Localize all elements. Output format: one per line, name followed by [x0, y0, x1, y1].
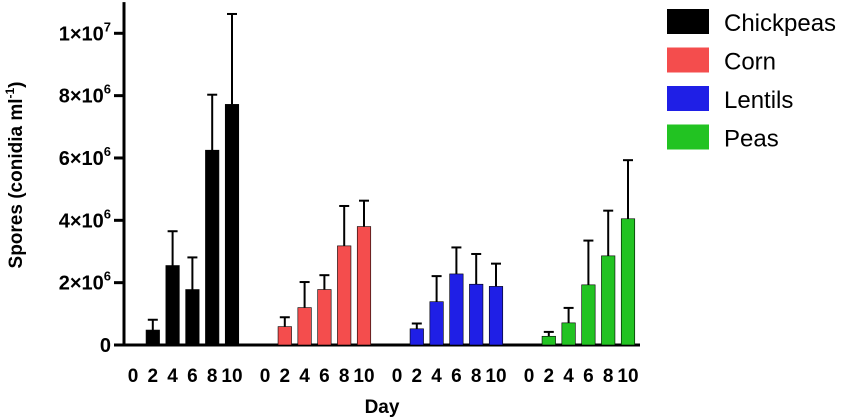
- bar: [297, 307, 312, 346]
- x-tick-label: 10: [617, 366, 638, 387]
- legend-item: Lentils: [667, 86, 793, 114]
- x-tick-label: 10: [485, 366, 506, 387]
- bar: [581, 284, 596, 346]
- legend-swatch: [667, 47, 709, 73]
- y-tick-label: 1×107: [59, 19, 111, 45]
- series-chickpeas: [145, 12, 240, 346]
- x-tick-label: 0: [392, 366, 403, 387]
- x-tick-label: 8: [603, 366, 614, 387]
- x-tick-label: 6: [187, 366, 198, 387]
- y-tick-label: 8×106: [59, 82, 111, 108]
- x-tick-label: 6: [451, 366, 462, 387]
- bar: [356, 226, 372, 346]
- bar: [561, 322, 576, 346]
- legend-label: Lentils: [724, 87, 793, 114]
- legend-swatch: [667, 9, 709, 34]
- x-tick-label: 8: [207, 366, 218, 387]
- y-tick-label: 6×106: [59, 144, 111, 170]
- legend-label: Chickpeas: [724, 10, 836, 37]
- bar-groups: [145, 12, 636, 346]
- bar: [165, 265, 180, 346]
- bar: [620, 218, 636, 346]
- bar: [429, 301, 444, 346]
- x-tick-label: 6: [319, 366, 330, 387]
- axes: 0 2×106 4×106 6×106 8×106 1×107 Spores (conidi…: [3, 2, 640, 418]
- x-tick-label: 0: [128, 366, 139, 387]
- legend-label: Peas: [724, 126, 779, 153]
- legend-item: Peas: [667, 124, 779, 153]
- x-tick-label: 0: [260, 366, 271, 387]
- y-tick-label: 0: [100, 335, 111, 357]
- legend-item: Chickpeas: [667, 9, 836, 37]
- bar: [469, 283, 484, 346]
- x-tick-label: 4: [563, 366, 574, 387]
- x-tick-label: 8: [471, 366, 482, 387]
- series-lentils: [409, 246, 504, 346]
- x-tick-label: 4: [299, 366, 310, 387]
- y-axis-title: Spores (conidia ml-1): [3, 82, 27, 269]
- y-tick-label: 2×106: [59, 269, 111, 295]
- x-tick-label: 2: [412, 366, 423, 387]
- bar: [185, 289, 200, 346]
- x-tick-label: 4: [167, 366, 178, 387]
- x-tick-label: 2: [148, 366, 159, 387]
- bar: [601, 255, 616, 346]
- series-peas: [541, 159, 636, 346]
- bar: [224, 104, 240, 346]
- legend-item: Corn: [667, 47, 776, 76]
- y-tick-label: 4×106: [59, 206, 111, 232]
- x-tick-label: 6: [583, 366, 594, 387]
- bar: [449, 273, 464, 346]
- x-tick-label: 8: [339, 366, 350, 387]
- legend-swatch: [667, 124, 709, 150]
- bar: [205, 149, 220, 346]
- x-axis-title: Day: [365, 397, 400, 418]
- x-tick-label: 2: [544, 366, 555, 387]
- x-tick-label: 4: [431, 366, 442, 387]
- bar: [409, 328, 424, 346]
- bar: [317, 289, 332, 346]
- bar: [277, 326, 292, 346]
- legend: Chickpeas Corn Lentils Peas: [667, 9, 836, 153]
- bar: [337, 245, 352, 346]
- legend-swatch: [667, 86, 709, 111]
- bar: [145, 329, 160, 346]
- series-corn: [277, 199, 372, 346]
- x-tick-label: 10: [353, 366, 374, 387]
- x-tick-label: 10: [221, 366, 242, 387]
- x-tick-label: 0: [524, 366, 535, 387]
- legend-label: Corn: [724, 49, 776, 76]
- x-tick-label: 2: [280, 366, 291, 387]
- bar: [541, 335, 556, 346]
- bar: [488, 286, 504, 346]
